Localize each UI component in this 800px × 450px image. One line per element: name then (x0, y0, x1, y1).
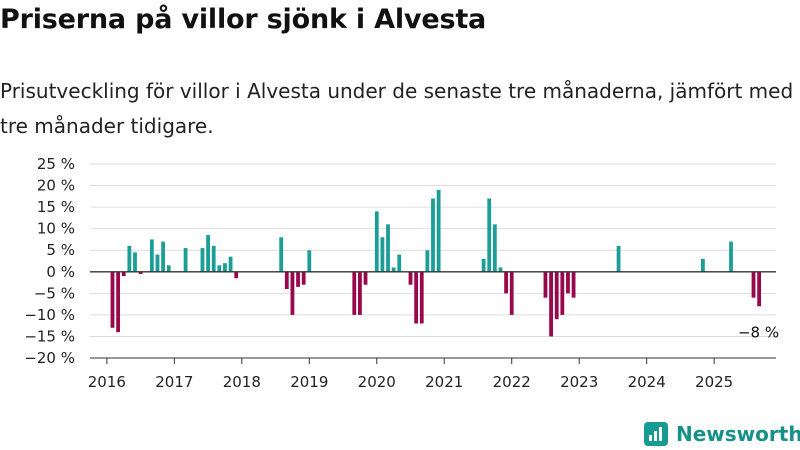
bar (228, 256, 233, 272)
x-tick-label: 2022 (493, 373, 531, 391)
x-tick-label: 2019 (290, 373, 328, 391)
bar (296, 271, 300, 287)
bar (419, 271, 424, 324)
chart-subtitle: Prisutveckling för villor i Alvesta unde… (0, 79, 794, 138)
page-title: Priserna på villor sjönk i Alvesta (0, 4, 487, 35)
bar (234, 271, 239, 279)
bar (481, 258, 486, 272)
bar (217, 265, 222, 272)
newsworthy-logo-icon (644, 422, 668, 446)
y-tick-label: 25 % (37, 155, 75, 173)
x-tick-label: 2025 (695, 373, 733, 391)
y-tick-label: 10 % (37, 220, 75, 238)
x-tick-label: 2023 (560, 373, 598, 391)
bar (200, 248, 205, 272)
bar (391, 267, 396, 272)
bar (487, 198, 492, 272)
x-tick-label: 2017 (155, 373, 193, 391)
bar (425, 250, 430, 272)
bar (206, 235, 210, 272)
bar (566, 271, 570, 294)
bar (358, 271, 362, 315)
y-tick-label: 0 % (46, 263, 75, 281)
bar (397, 254, 402, 272)
bar (757, 271, 762, 307)
bar (751, 271, 756, 298)
bar (363, 271, 368, 285)
x-tick-label: 2018 (223, 373, 261, 391)
bar (183, 248, 188, 272)
bar (498, 267, 503, 272)
bar (543, 271, 548, 298)
bar (211, 245, 216, 272)
bar (301, 271, 306, 285)
bar (431, 198, 435, 272)
brand-logo[interactable]: Newsworthy (644, 420, 800, 448)
bar (616, 245, 621, 272)
y-tick-label: −15 % (24, 327, 75, 345)
bar (121, 271, 126, 277)
bar (408, 271, 413, 285)
x-tick-label: 2020 (358, 373, 396, 391)
bar (492, 224, 497, 272)
bar (436, 189, 441, 272)
bar (352, 271, 357, 315)
y-tick-label: −20 % (24, 349, 75, 367)
y-tick-label: 20 % (37, 177, 75, 195)
bar (729, 241, 733, 272)
bar (138, 271, 143, 274)
bar (110, 271, 115, 328)
bar (166, 265, 171, 272)
bar (509, 271, 514, 315)
bar (554, 271, 559, 320)
bar (701, 258, 705, 272)
bar (149, 239, 154, 272)
bar (290, 271, 295, 315)
bar (279, 237, 284, 272)
y-tick-label: 5 % (46, 241, 75, 259)
y-axis-ticks: 25 % 20 % 15 % 10 % 5 % 0 % −5 % −10 % −15 % −20 … (24, 155, 75, 367)
bar (133, 252, 137, 272)
brand-name: Newsworthy (676, 422, 800, 446)
last-value-annotation: −8 % (738, 323, 779, 341)
bar (284, 271, 289, 290)
bar (161, 241, 165, 272)
x-tick-label: 2024 (628, 373, 666, 391)
bar (560, 271, 565, 315)
x-tick-label: 2016 (88, 373, 126, 391)
bar (380, 237, 385, 272)
bar (414, 271, 419, 324)
y-tick-label: −5 % (34, 284, 75, 302)
bar (155, 254, 160, 272)
x-axis: 2016 2017 2018 2019 2020 2021 2022 2023 2024 2025 (88, 357, 776, 391)
bar (223, 263, 227, 272)
x-tick-label: 2021 (425, 373, 463, 391)
bar (504, 271, 508, 294)
bar (549, 271, 553, 337)
y-tick-label: −10 % (24, 306, 75, 324)
y-tick-label: 15 % (37, 198, 75, 216)
bar (127, 245, 132, 272)
bar (116, 271, 121, 333)
annotation-layer: −8 % (738, 323, 779, 341)
bar (386, 224, 390, 272)
bar (307, 250, 312, 272)
bar-chart: 25 % 20 % 15 % 10 % 5 % 0 % −5 % −10 % −15 % −20 … (24, 155, 779, 391)
bar (374, 211, 379, 272)
bar-series (110, 189, 762, 337)
bar (571, 271, 576, 298)
